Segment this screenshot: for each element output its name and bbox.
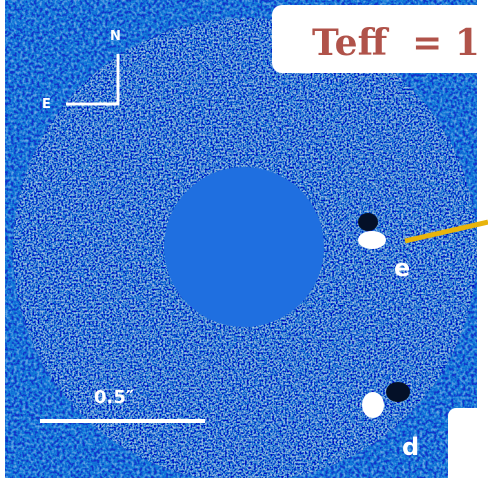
scale-bar-label: 0.5″	[94, 387, 134, 408]
planet-e-blob	[358, 231, 386, 249]
compass-north: N	[110, 29, 121, 44]
dark-lobe	[386, 382, 410, 402]
compass-east: E	[42, 97, 51, 112]
label: Teff = 1	[312, 22, 480, 64]
image: Teff = 1 N E e d 0.5″	[0, 0, 488, 484]
page: Teff = 1 N E e d 0.5″ (() => { const dat…	[0, 0, 488, 484]
planet-d-blob	[362, 392, 384, 418]
corner-box	[448, 408, 488, 484]
dark-lobe	[358, 213, 378, 231]
planet-label: e	[394, 254, 410, 282]
planet-label: d	[402, 433, 419, 461]
coronagraph-mask	[164, 167, 324, 327]
